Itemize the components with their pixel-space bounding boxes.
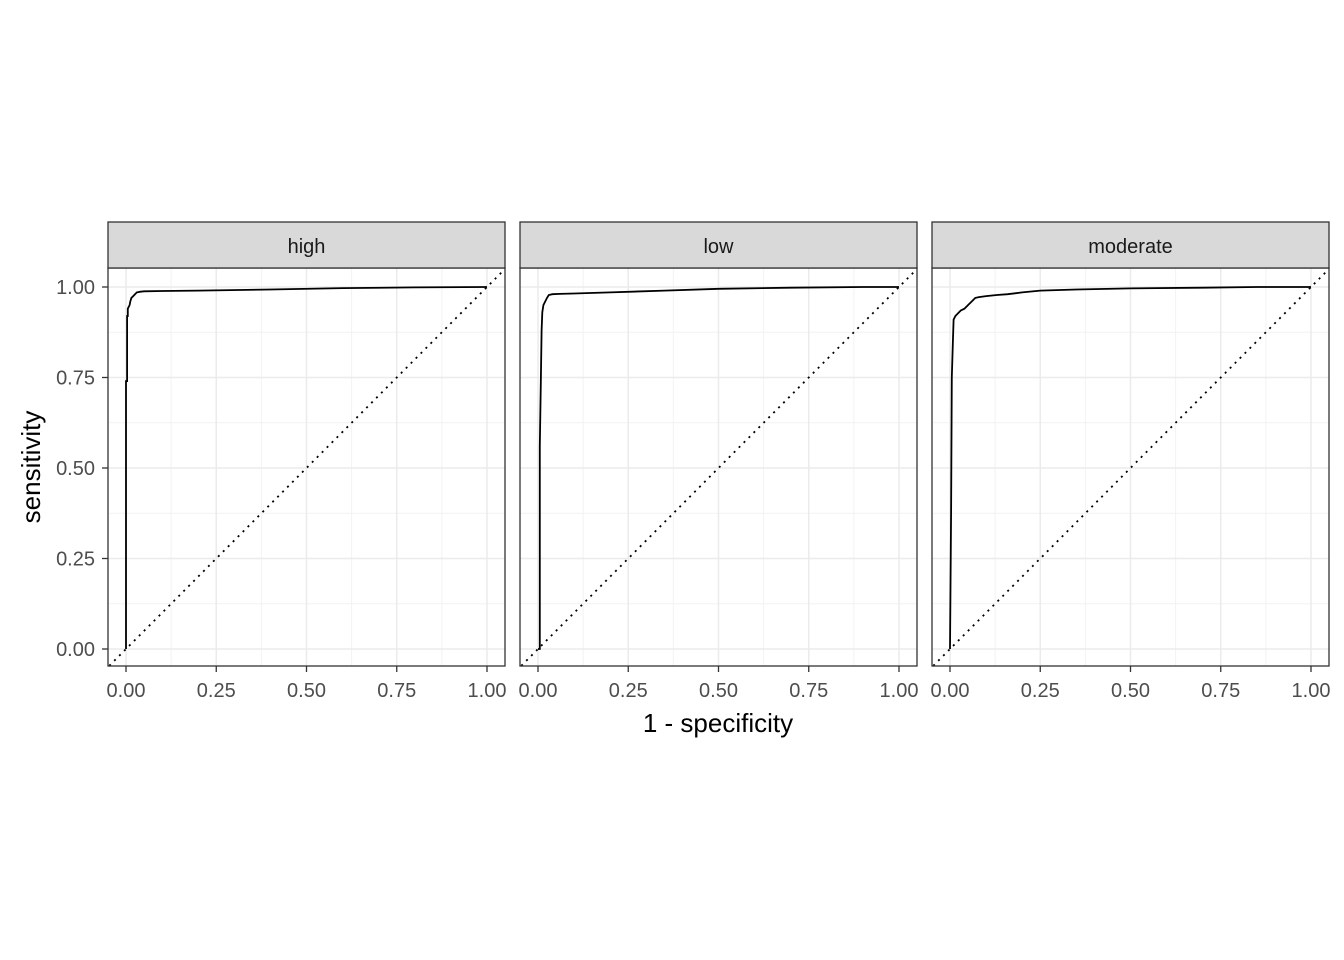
strip-background xyxy=(107,221,506,269)
reference-diagonal xyxy=(108,268,505,666)
strip-background xyxy=(519,221,918,269)
y-tick-label: 0.25 xyxy=(56,549,95,571)
x-tick-label: 1.00 xyxy=(468,680,507,702)
y-tick-label: 0.00 xyxy=(56,639,95,661)
strip-label-moderate: moderate xyxy=(1088,236,1173,258)
roc-curve-low xyxy=(538,286,899,650)
y-tick-label: 0.75 xyxy=(56,368,95,390)
x-tick-label: 1.00 xyxy=(880,680,919,702)
strip-label-low: low xyxy=(703,236,734,258)
x-tick-label: 0.00 xyxy=(931,680,970,702)
strip-label-high: high xyxy=(288,236,326,258)
x-tick-label: 1.00 xyxy=(1292,680,1331,702)
x-tick-label: 0.25 xyxy=(609,680,648,702)
y-axis-title: sensitivity xyxy=(16,411,46,524)
facet-panels: high low moderate xyxy=(107,221,1330,672)
x-tick-label: 0.50 xyxy=(287,680,326,702)
x-axis-tick-labels: 0.00 0.25 0.50 0.75 1.00 0.00 0.25 0.50 0.75 1.00… xyxy=(107,680,1331,702)
x-tick-label: 0.25 xyxy=(1021,680,1060,702)
x-tick-label: 0.75 xyxy=(377,680,416,702)
x-axis-title: 1 - specificity xyxy=(643,708,793,738)
x-tick-label: 0.25 xyxy=(197,680,236,702)
x-tick-label: 0.75 xyxy=(789,680,828,702)
y-axis-tick-labels: 0.00 0.25 0.50 0.75 1.00 xyxy=(56,277,108,661)
reference-diagonal xyxy=(520,268,917,666)
x-tick-label: 0.00 xyxy=(519,680,558,702)
roc-curve-high xyxy=(125,286,488,649)
roc-curve-moderate xyxy=(949,286,1311,650)
facet-panel-moderate: moderate xyxy=(931,221,1330,672)
strip-background xyxy=(931,221,1330,269)
x-tick-label: 0.00 xyxy=(107,680,146,702)
reference-diagonal xyxy=(932,268,1329,666)
x-tick-label: 0.50 xyxy=(1111,680,1150,702)
y-tick-label: 0.50 xyxy=(56,458,95,480)
facet-panel-high: high xyxy=(107,221,506,672)
y-tick-label: 1.00 xyxy=(56,277,95,299)
x-tick-label: 0.75 xyxy=(1201,680,1240,702)
x-tick-label: 0.50 xyxy=(699,680,738,702)
facet-panel-low: low xyxy=(519,221,918,672)
